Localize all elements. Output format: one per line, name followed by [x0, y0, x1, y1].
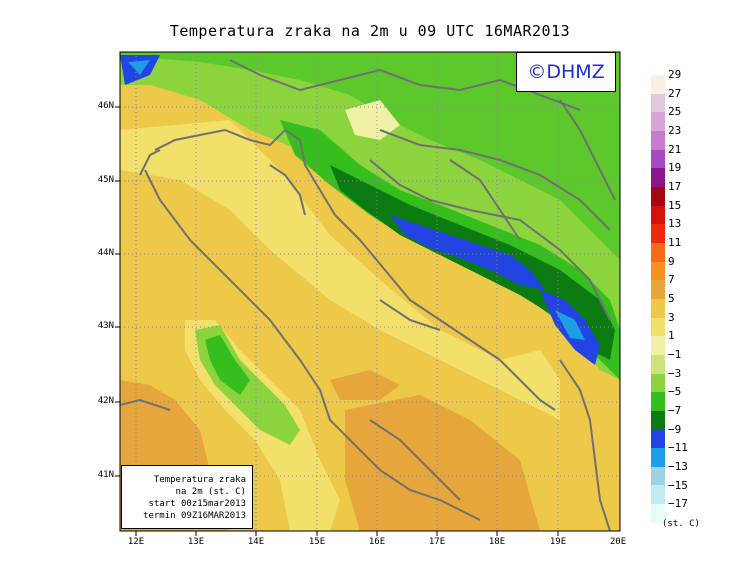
lat-label-45n: 45N: [97, 175, 114, 185]
info-line-units: na 2m (st. C): [175, 487, 246, 497]
legend-label: 15: [668, 198, 682, 212]
legend-label: 3: [668, 310, 675, 324]
lon-label-15e: 15E: [308, 537, 326, 547]
legend-swatch: [651, 149, 665, 169]
legend-swatch: [651, 485, 665, 505]
legend-label: 23: [668, 124, 682, 137]
legend-swatch: [651, 448, 665, 467]
field-coastal-band: [120, 120, 560, 420]
lat-label-41n: 41N: [97, 470, 114, 480]
lon-label-20e: 20E: [609, 537, 627, 547]
lon-label-17e: 17E: [428, 537, 446, 547]
legend-label: −7: [668, 404, 682, 418]
field-warm-se: [345, 395, 540, 531]
legend-swatch: [651, 75, 665, 94]
legend-swatch: [651, 429, 665, 449]
legend-swatch: [651, 242, 665, 262]
lon-label-12e: 12E: [127, 537, 145, 547]
lat-label-42n: 42N: [97, 396, 114, 406]
legend-swatch: [651, 261, 665, 281]
legend-swatch: [651, 504, 665, 523]
lon-label-14e: 14E: [247, 537, 265, 547]
legend-swatch: [651, 130, 665, 150]
legend-label: 11: [668, 236, 682, 250]
lon-label-18e: 18E: [488, 537, 506, 547]
color-legend: [651, 75, 665, 523]
lon-label-13e: 13E: [187, 537, 205, 547]
lon-label-19e: 19E: [549, 537, 567, 547]
legend-label: 25: [668, 105, 682, 119]
legend-swatch: [651, 466, 665, 486]
legend-label: 5: [668, 292, 675, 306]
field-coldest: [390, 215, 545, 290]
legend-label: 9: [668, 254, 675, 268]
legend-swatch: [651, 280, 665, 299]
legend-swatch: [651, 224, 665, 243]
legend-label: 7: [668, 273, 675, 287]
legend-swatch: [651, 336, 665, 355]
info-line-start: start 00z15mar2013: [148, 499, 246, 509]
legend-label: −1: [668, 348, 682, 362]
legend-swatch: [651, 112, 665, 131]
legend-label: −13: [668, 460, 688, 474]
legend-label: 17: [668, 180, 682, 194]
legend-label: −15: [668, 478, 688, 492]
legend-label: 1: [668, 329, 675, 343]
lat-label-46n: 46N: [97, 101, 114, 111]
legend-swatch: [651, 93, 665, 113]
legend-swatch: [651, 298, 665, 318]
legend-swatch: [651, 317, 665, 337]
lon-label-16e: 16E: [368, 537, 386, 547]
legend-label: −9: [668, 422, 682, 436]
legend-label: 13: [668, 217, 682, 231]
legend-label: −11: [668, 441, 688, 455]
legend-label: −5: [668, 385, 682, 399]
legend-label: 19: [668, 161, 682, 175]
legend-label: 27: [668, 86, 682, 100]
lat-label-43n: 43N: [97, 321, 114, 331]
legend-swatch: [651, 186, 665, 206]
legend-swatch: [651, 205, 665, 225]
legend-label: −3: [668, 366, 682, 380]
legend-swatch: [651, 410, 665, 430]
info-box: Temperatura zraka na 2m (st. C) start 00…: [121, 465, 253, 529]
field-warm-s: [330, 370, 400, 400]
grid-lines: [120, 52, 620, 531]
legend-swatch: [651, 168, 665, 187]
legend-swatch: [651, 392, 665, 411]
info-line-termin: termin 09Z16MAR2013: [143, 511, 246, 521]
legend-label: 21: [668, 142, 682, 156]
lat-label-44n: 44N: [97, 248, 114, 258]
legend-units: (st. C): [662, 519, 700, 529]
map-title: Temperatura zraka na 2m u 09 UTC 16MAR20…: [169, 22, 571, 40]
legend-label: 29: [668, 68, 682, 81]
legend-swatch: [651, 373, 665, 393]
legend-swatch: [651, 354, 665, 374]
info-line-variable: Temperatura zraka: [153, 475, 246, 485]
legend-label: −17: [668, 497, 688, 511]
dhmz-logo: ©DHMZ: [516, 52, 616, 92]
